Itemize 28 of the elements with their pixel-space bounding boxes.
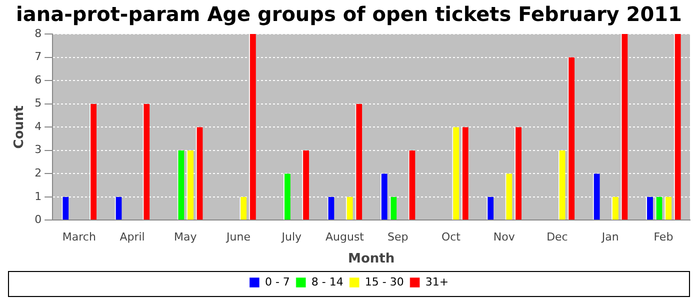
legend-label: 15 - 30 — [364, 275, 404, 288]
y-tick-label: 0 — [34, 213, 42, 226]
y-tick-label: 5 — [34, 96, 42, 110]
x-tick-label: Dec — [546, 230, 568, 244]
y-tick-label: 7 — [34, 50, 42, 64]
y-tick-label: 8 — [34, 26, 42, 40]
x-tick-label: Oct — [441, 230, 462, 244]
y-tick-label: 4 — [34, 120, 42, 133]
x-tick-label: March — [62, 230, 96, 244]
legend-label: 0 - 7 — [264, 275, 290, 288]
x-tick-label: Sep — [387, 230, 408, 244]
y-tick-label: 1 — [34, 190, 42, 203]
x-tick-label: July — [280, 230, 302, 244]
y-axis-title: Count — [12, 106, 28, 149]
x-axis-title: Month — [348, 252, 395, 267]
x-tick-label: May — [174, 230, 198, 244]
chart-title: iana-prot-param Age groups of open tickets February 2011 — [16, 2, 682, 26]
x-tick-label: April — [120, 230, 145, 244]
y-tick-label: 2 — [34, 166, 42, 180]
legend-label: 31+ — [425, 275, 449, 288]
x-tick-label: June — [226, 230, 251, 244]
x-tick-label: Nov — [493, 230, 516, 244]
y-tick-label: 3 — [34, 143, 42, 156]
legend-label: 8 - 14 — [311, 275, 344, 288]
y-tick-label: 6 — [34, 73, 42, 86]
x-tick-label: Feb — [654, 230, 674, 244]
x-tick-label: Jan — [600, 230, 619, 244]
x-tick-label: August — [325, 230, 365, 244]
